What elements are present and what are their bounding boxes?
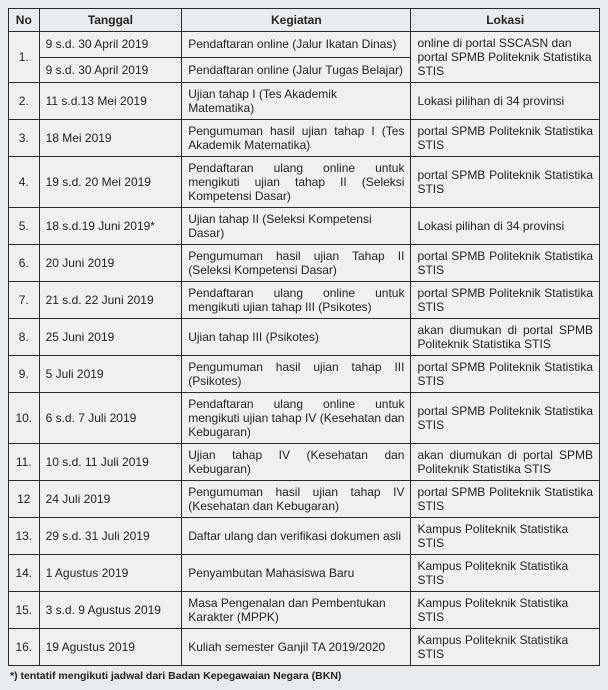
table-row: 9. 5 Juli 2019Pengumuman hasil ujian tah… — [9, 356, 600, 393]
table-row: 14.1 Agustus 2019Penyambutan Mahasiswa B… — [9, 555, 600, 592]
cell-kegiatan: Penyambutan Mahasiswa Baru — [182, 555, 411, 592]
cell-tanggal: 24 Juli 2019 — [39, 481, 182, 518]
cell-tanggal: 9 s.d. 30 April 2019 — [39, 32, 182, 58]
cell-no: 4. — [9, 157, 40, 208]
col-lokasi: Lokasi — [411, 9, 600, 32]
cell-kegiatan: Pengumuman hasil ujian tahap I (Tes Akad… — [182, 120, 411, 157]
table-row: 1224 Juli 2019Pengumuman hasil ujian tah… — [9, 481, 600, 518]
table-row: 5.18 s.d.19 Juni 2019*Ujian tahap II (Se… — [9, 208, 600, 245]
cell-lokasi: Lokasi pilihan di 34 provinsi — [411, 208, 600, 245]
cell-kegiatan: Pendaftaran online (Jalur Tugas Belajar) — [182, 57, 411, 83]
cell-tanggal: 10 s.d. 11 Juli 2019 — [39, 444, 182, 481]
cell-lokasi: portal SPMB Politeknik Statistika STIS — [411, 245, 600, 282]
table-row: 4.19 s.d. 20 Mei 2019Pendaftaran ulang o… — [9, 157, 600, 208]
cell-kegiatan: Pendaftaran ulang online untuk mengikuti… — [182, 157, 411, 208]
cell-no: 9. — [9, 356, 40, 393]
cell-tanggal: 11 s.d.13 Mei 2019 — [39, 83, 182, 120]
table-row: 1.9 s.d. 30 April 2019Pendaftaran online… — [9, 32, 600, 58]
cell-tanggal: 19 s.d. 20 Mei 2019 — [39, 157, 182, 208]
cell-kegiatan: Pendaftaran ulang online untuk mengikuti… — [182, 282, 411, 319]
cell-lokasi: portal SPMB Politeknik Statistika STIS — [411, 157, 600, 208]
table-row: 2.11 s.d.13 Mei 2019Ujian tahap I (Tes A… — [9, 83, 600, 120]
cell-tanggal: 18 Mei 2019 — [39, 120, 182, 157]
cell-kegiatan: Masa Pengenalan dan Pembentukan Karakter… — [182, 592, 411, 629]
cell-kegiatan: Pengumuman hasil ujian Tahap II (Seleksi… — [182, 245, 411, 282]
cell-lokasi: Kampus Politeknik Statistika STIS — [411, 518, 600, 555]
cell-no: 10. — [9, 393, 40, 444]
cell-tanggal: 25 Juni 2019 — [39, 319, 182, 356]
cell-tanggal: 21 s.d. 22 Juni 2019 — [39, 282, 182, 319]
cell-kegiatan: Ujian tahap II (Seleksi Kompetensi Dasar… — [182, 208, 411, 245]
cell-lokasi: Kampus Politeknik Statistika STIS — [411, 592, 600, 629]
table-row: 16.19 Agustus 2019Kuliah semester Ganjil… — [9, 629, 600, 666]
cell-lokasi: Kampus Politeknik Statistika STIS — [411, 629, 600, 666]
table-row: 6.20 Juni 2019Pengumuman hasil ujian Tah… — [9, 245, 600, 282]
cell-tanggal: 18 s.d.19 Juni 2019* — [39, 208, 182, 245]
cell-no: 15. — [9, 592, 40, 629]
cell-no: 12 — [9, 481, 40, 518]
cell-tanggal: 1 Agustus 2019 — [39, 555, 182, 592]
cell-lokasi: portal SPMB Politeknik Statistika STIS — [411, 120, 600, 157]
cell-lokasi: portal SPMB Politeknik Statistika STIS — [411, 393, 600, 444]
cell-tanggal: 19 Agustus 2019 — [39, 629, 182, 666]
cell-tanggal: 20 Juni 2019 — [39, 245, 182, 282]
cell-lokasi: Kampus Politeknik Statistika STIS — [411, 555, 600, 592]
cell-kegiatan: Ujian tahap IV (Kesehatan dan Kebugaran) — [182, 444, 411, 481]
cell-kegiatan: Pengumuman hasil ujian tahap III (Psikot… — [182, 356, 411, 393]
table-row: 3.18 Mei 2019Pengumuman hasil ujian taha… — [9, 120, 600, 157]
cell-lokasi: online di portal SSCASN dan portal SPMB … — [411, 32, 600, 83]
cell-no: 2. — [9, 83, 40, 120]
cell-no: 6. — [9, 245, 40, 282]
footnote: *) tentatif mengikuti jadwal dari Badan … — [8, 670, 600, 682]
col-kegiatan: Kegiatan — [182, 9, 411, 32]
cell-lokasi: akan diumukan di portal SPMB Politeknik … — [411, 444, 600, 481]
cell-no: 8. — [9, 319, 40, 356]
cell-kegiatan: Pengumuman hasil ujian tahap IV (Kesehat… — [182, 481, 411, 518]
cell-lokasi: akan diumukan di portal SPMB Politeknik … — [411, 319, 600, 356]
table-row: 10.6 s.d. 7 Juli 2019Pendaftaran ulang o… — [9, 393, 600, 444]
cell-no: 5. — [9, 208, 40, 245]
cell-tanggal: 6 s.d. 7 Juli 2019 — [39, 393, 182, 444]
table-row: 11.10 s.d. 11 Juli 2019Ujian tahap IV (K… — [9, 444, 600, 481]
col-no: No — [9, 9, 40, 32]
cell-no: 16. — [9, 629, 40, 666]
cell-tanggal: 3 s.d. 9 Agustus 2019 — [39, 592, 182, 629]
cell-no: 3. — [9, 120, 40, 157]
table-header-row: No Tanggal Kegiatan Lokasi — [9, 9, 600, 32]
cell-tanggal: 29 s.d. 31 Juli 2019 — [39, 518, 182, 555]
cell-lokasi: Lokasi pilihan di 34 provinsi — [411, 83, 600, 120]
cell-kegiatan: Ujian tahap I (Tes Akademik Matematika) — [182, 83, 411, 120]
cell-tanggal: 5 Juli 2019 — [39, 356, 182, 393]
table-body: 1.9 s.d. 30 April 2019Pendaftaran online… — [9, 32, 600, 666]
cell-no: 11. — [9, 444, 40, 481]
table-row: 7.21 s.d. 22 Juni 2019Pendaftaran ulang … — [9, 282, 600, 319]
cell-no: 7. — [9, 282, 40, 319]
cell-kegiatan: Pendaftaran online (Jalur Ikatan Dinas) — [182, 32, 411, 58]
cell-lokasi: portal SPMB Politeknik Statistika STIS — [411, 356, 600, 393]
cell-lokasi: portal SPMB Politeknik Statistika STIS — [411, 282, 600, 319]
col-tanggal: Tanggal — [39, 9, 182, 32]
cell-no: 13. — [9, 518, 40, 555]
cell-lokasi: portal SPMB Politeknik Statistika STIS — [411, 481, 600, 518]
table-row: 13.29 s.d. 31 Juli 2019Daftar ulang dan … — [9, 518, 600, 555]
cell-kegiatan: Pendaftaran ulang online untuk mengikuti… — [182, 393, 411, 444]
cell-kegiatan: Daftar ulang dan verifikasi dokumen asli — [182, 518, 411, 555]
table-row: 15.3 s.d. 9 Agustus 2019Masa Pengenalan … — [9, 592, 600, 629]
table-row: 8.25 Juni 2019Ujian tahap III (Psikotes)… — [9, 319, 600, 356]
cell-no: 14. — [9, 555, 40, 592]
cell-kegiatan: Ujian tahap III (Psikotes) — [182, 319, 411, 356]
cell-no: 1. — [9, 32, 40, 83]
cell-tanggal: 9 s.d. 30 April 2019 — [39, 57, 182, 83]
cell-kegiatan: Kuliah semester Ganjil TA 2019/2020 — [182, 629, 411, 666]
schedule-table: No Tanggal Kegiatan Lokasi 1.9 s.d. 30 A… — [8, 8, 600, 666]
